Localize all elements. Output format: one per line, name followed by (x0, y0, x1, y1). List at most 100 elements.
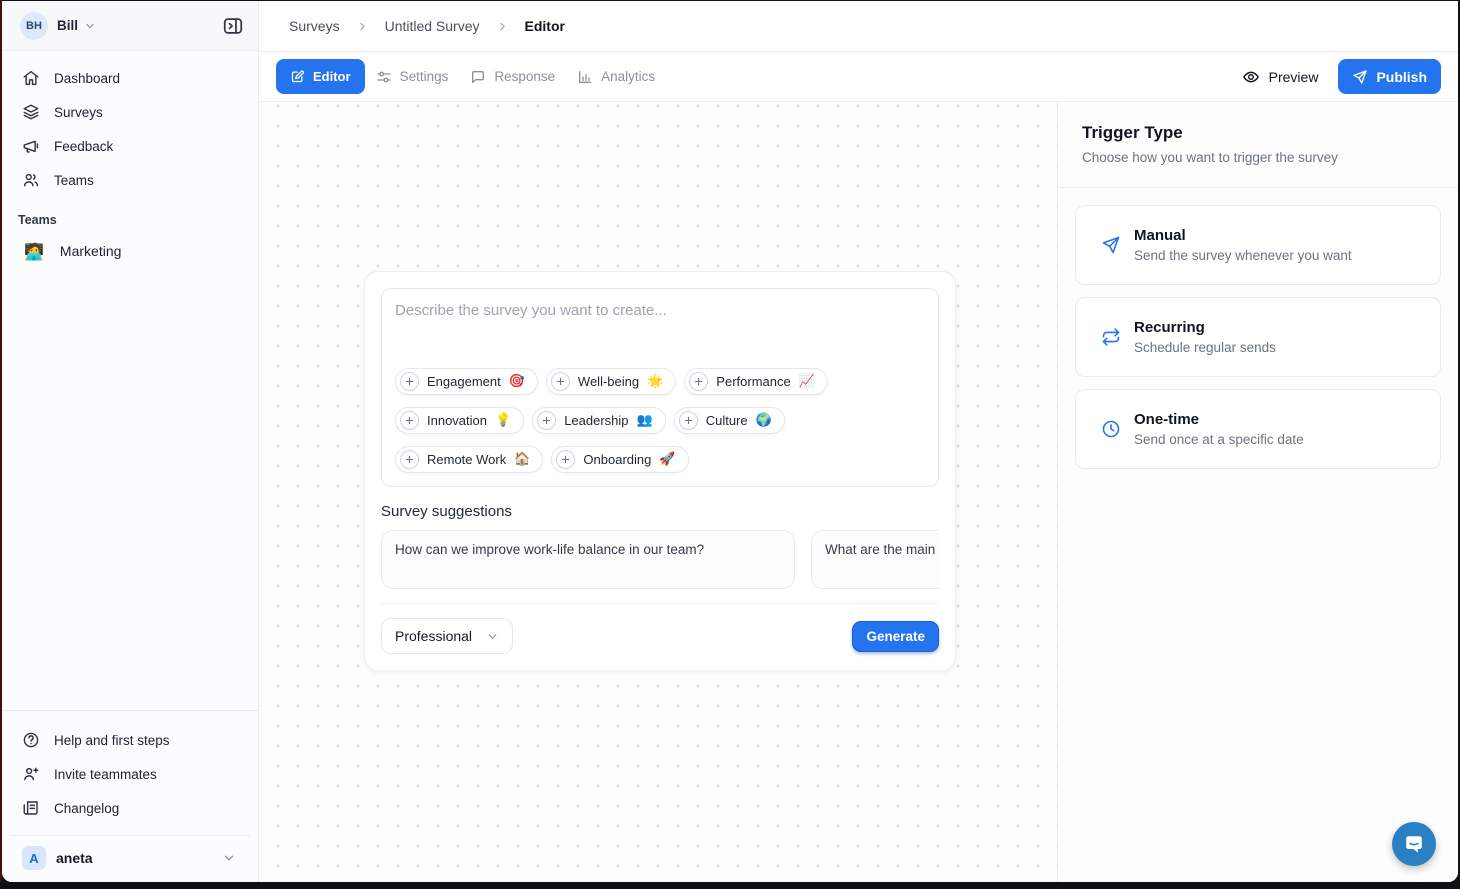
topic-chip-innovation[interactable]: Innovation 💡 (395, 407, 525, 434)
layers-icon (22, 103, 40, 121)
plus-icon (400, 450, 419, 469)
chip-emoji: 📈 (798, 374, 815, 389)
tab-settings[interactable]: Settings (365, 59, 460, 94)
edit-icon (290, 69, 305, 84)
chip-emoji: 🎯 (508, 374, 525, 389)
plus-icon (689, 372, 709, 391)
trigger-type-panel: Trigger Type Choose how you want to trig… (1057, 102, 1458, 882)
account-menu[interactable]: A aneta (10, 835, 250, 882)
suggestion-card[interactable]: What are the main ob (811, 530, 939, 589)
chip-emoji: 🌟 (647, 374, 664, 389)
chip-emoji: 🚀 (659, 452, 676, 467)
sidebar-collapse-button[interactable] (222, 15, 244, 37)
chip-label: Remote Work (427, 452, 507, 467)
chevron-down-icon (486, 630, 499, 643)
topic-chips: Engagement 🎯 Well-being 🌟 Performance (395, 368, 925, 473)
plus-icon (678, 411, 698, 430)
prompt-placeholder: Describe the survey you want to create..… (395, 302, 667, 319)
generate-button[interactable]: Generate (852, 620, 939, 652)
chip-label: Leadership (564, 413, 629, 428)
suggestions-title: Survey suggestions (381, 503, 512, 520)
sidebar-item-help[interactable]: Help and first steps (10, 723, 250, 757)
sidebar-item-label: Teams (54, 172, 94, 188)
sidebar-item-feedback[interactable]: Feedback (10, 129, 250, 163)
plus-icon (550, 372, 570, 391)
tab-response[interactable]: Response (459, 59, 566, 94)
topic-chip-leadership[interactable]: Leadership 👥 (532, 407, 666, 434)
panel-title: Trigger Type (1082, 123, 1183, 142)
survey-prompt-input[interactable]: Describe the survey you want to create..… (381, 288, 939, 487)
plus-icon (400, 411, 419, 430)
sidebar-item-label: Feedback (54, 138, 114, 154)
trigger-option-recurring[interactable]: Recurring Schedule regular sends (1075, 297, 1441, 377)
chevron-right-icon (496, 20, 509, 33)
publish-label: Publish (1376, 68, 1427, 85)
team-emoji: 🧑‍💻 (24, 241, 44, 261)
chip-label: Culture (705, 413, 748, 428)
plus-icon (400, 372, 419, 391)
topic-chip-engagement[interactable]: Engagement 🎯 (395, 368, 538, 395)
breadcrumb-untitled-survey[interactable]: Untitled Survey (384, 18, 480, 34)
user-plus-icon (22, 765, 40, 783)
topic-chip-onboarding[interactable]: Onboarding 🚀 (551, 446, 689, 473)
publish-button[interactable]: Publish (1338, 59, 1441, 94)
workspace-switcher[interactable]: BH Bill (2, 1, 258, 51)
trigger-option-manual[interactable]: Manual Send the survey whenever you want (1075, 205, 1441, 285)
chip-emoji: 🏠 (514, 452, 531, 467)
sidebar-team-marketing[interactable]: 🧑‍💻 Marketing (10, 233, 250, 269)
sidebar-item-label: Dashboard (54, 70, 121, 86)
chat-bubble-icon (1403, 833, 1425, 855)
sidebar-item-label: Changelog (54, 800, 120, 816)
survey-composer-card: Describe the survey you want to create..… (364, 271, 956, 671)
changelog-icon (22, 799, 40, 817)
tab-analytics[interactable]: Analytics (566, 59, 666, 94)
topic-chip-culture[interactable]: Culture 🌍 (673, 407, 785, 434)
trigger-option-desc: Send the survey whenever you want (1134, 248, 1352, 263)
chip-label: Performance (716, 374, 791, 389)
chip-emoji: 🌍 (755, 413, 772, 428)
topic-chip-well-being[interactable]: Well-being 🌟 (545, 368, 677, 395)
suggestions-row: How can we improve work-life balance in … (381, 530, 939, 589)
sidebar-spacer (2, 269, 258, 710)
tone-selected-value: Professional (395, 628, 473, 644)
tone-select[interactable]: Professional (381, 618, 514, 654)
trigger-option-one-time[interactable]: One-time Send once at a specific date (1075, 389, 1441, 469)
paper-plane-icon (1352, 69, 1368, 85)
editor-canvas[interactable]: Describe the survey you want to create..… (259, 102, 1057, 882)
editor-toolbar: Editor Settings Response Analytics (259, 52, 1458, 102)
tab-editor[interactable]: Editor (276, 59, 365, 94)
account-name: aneta (56, 850, 93, 866)
tab-label: Editor (313, 69, 351, 84)
sidebar-item-surveys[interactable]: Surveys (10, 95, 250, 129)
sidebar-item-label: Surveys (54, 104, 103, 120)
preview-label: Preview (1268, 68, 1319, 85)
trigger-option-title: One-time (1134, 411, 1200, 428)
topic-chip-remote-work[interactable]: Remote Work 🏠 (395, 446, 544, 473)
users-icon (22, 171, 40, 189)
team-label: Marketing (59, 243, 122, 259)
breadcrumb-editor: Editor (524, 18, 565, 34)
preview-button[interactable]: Preview (1242, 68, 1319, 86)
suggestion-card[interactable]: How can we improve work-life balance in … (381, 530, 795, 589)
sidebar-item-dashboard[interactable]: Dashboard (10, 61, 250, 95)
plus-icon (556, 450, 576, 469)
topic-chip-performance[interactable]: Performance 📈 (684, 368, 828, 395)
repeat-icon (1101, 327, 1121, 347)
chip-label: Innovation (427, 413, 487, 428)
chat-widget-button[interactable] (1392, 822, 1436, 866)
breadcrumb-surveys[interactable]: Surveys (289, 18, 340, 34)
sidebar-item-invite[interactable]: Invite teammates (10, 757, 250, 791)
sidebar-item-label: Invite teammates (54, 766, 157, 782)
sidebar-item-teams[interactable]: Teams (10, 163, 250, 197)
trigger-option-title: Manual (1134, 227, 1186, 244)
chat-square-icon (470, 69, 486, 85)
content-row: Describe the survey you want to create..… (259, 102, 1458, 882)
tab-label: Response (494, 69, 556, 84)
chip-label: Onboarding (583, 452, 652, 467)
sidebar-section-teams-label: Teams (18, 213, 57, 227)
chip-label: Well-being (577, 374, 640, 389)
sidebar-item-changelog[interactable]: Changelog (10, 791, 250, 825)
trigger-option-title: Recurring (1134, 319, 1205, 336)
screen-edge (0, 0, 2, 882)
